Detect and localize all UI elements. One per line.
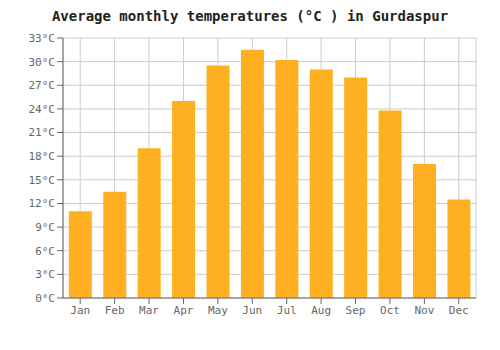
- svg-text:Feb: Feb: [105, 304, 125, 317]
- svg-text:Jun: Jun: [242, 304, 262, 317]
- html-text:Average monthly temperatures (: Average monthly temperatures (°C ) in Gu…: [51, 8, 449, 24]
- svg-text:Oct: Oct: [380, 304, 400, 317]
- svg-text:Jan: Jan: [70, 304, 90, 317]
- svg-text:Mar: Mar: [139, 304, 159, 317]
- svg-text:3°C: 3°C: [35, 268, 55, 281]
- svg-text:18°C: 18°C: [29, 150, 56, 163]
- svg-text:21°C: 21°C: [29, 126, 56, 139]
- svg-text:0°C: 0°C: [35, 292, 55, 305]
- svg-text:Apr: Apr: [174, 304, 194, 317]
- svg-text:24°C: 24°C: [29, 103, 56, 116]
- svg-text:May: May: [208, 304, 228, 317]
- svg-text:6°C: 6°C: [35, 245, 55, 258]
- svg-text:12°C: 12°C: [29, 197, 56, 210]
- svg-text:9°C: 9°C: [35, 221, 55, 234]
- svg-text:30°C: 30°C: [29, 56, 56, 69]
- svg-text:Jul: Jul: [277, 304, 297, 317]
- svg-text:15°C: 15°C: [29, 174, 56, 187]
- svg-text:Sep: Sep: [346, 304, 366, 317]
- svg-text:Aug: Aug: [311, 304, 331, 317]
- svg-text:27°C: 27°C: [29, 79, 56, 92]
- svg-text:Dec: Dec: [449, 304, 469, 317]
- svg-text:Nov: Nov: [414, 304, 434, 317]
- svg-text:33°C: 33°C: [29, 32, 56, 45]
